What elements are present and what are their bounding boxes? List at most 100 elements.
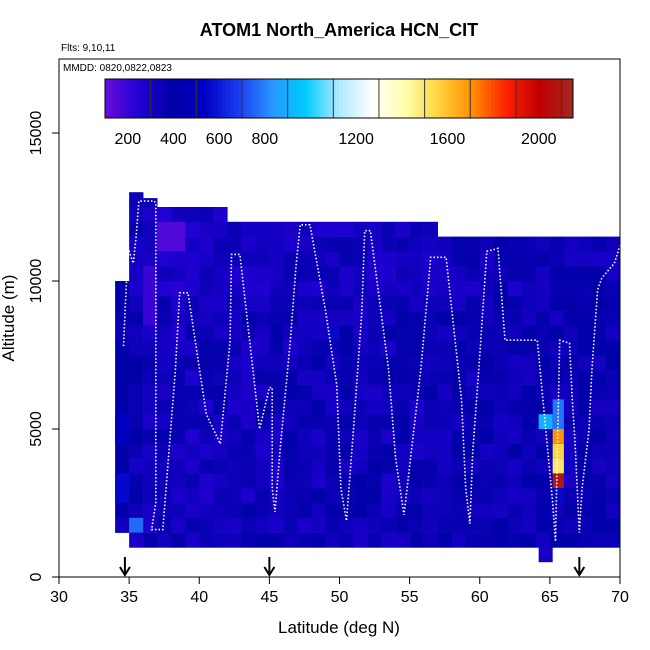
heatmap-cell [451, 310, 467, 326]
heatmap-cell [479, 355, 495, 371]
heatmap-cell [255, 340, 270, 356]
heatmap-cell [437, 236, 452, 252]
heatmap-cell [367, 399, 382, 415]
heatmap-cell [185, 443, 200, 459]
heatmap-cell [493, 458, 509, 474]
heatmap-cell [325, 310, 340, 326]
heatmap-cell [423, 281, 438, 297]
heatmap-cell [213, 443, 228, 459]
colorbar-tick-label: 1600 [430, 131, 466, 148]
heatmap-cell [255, 517, 270, 533]
heatmap-cell [171, 517, 186, 533]
heatmap-cell [171, 473, 186, 489]
heatmap-cell [143, 414, 158, 430]
heatmap-cell [255, 266, 270, 282]
heatmap-cell [381, 503, 396, 519]
heatmap-cell [129, 325, 144, 341]
colorbar-swatch [315, 79, 320, 118]
heatmap-cell [297, 458, 312, 474]
heatmap-cell [381, 429, 396, 445]
heatmap-cell [493, 325, 509, 341]
heatmap-cell [269, 369, 284, 385]
heatmap-cell [535, 295, 551, 311]
heatmap-cell [591, 281, 607, 297]
heatmap-cell [507, 236, 523, 252]
colorbar-swatch [502, 79, 508, 118]
heatmap-cell [535, 236, 551, 252]
colorbar-swatch [292, 79, 297, 118]
heatmap-cell [143, 517, 158, 533]
heatmap-cell [171, 281, 186, 297]
heatmap-cell [465, 443, 481, 459]
heatmap-cell [227, 236, 242, 252]
heatmap-cell [297, 295, 312, 311]
heatmap-cell [241, 236, 256, 252]
colorbar-swatch [179, 79, 184, 118]
heatmap-cell [115, 443, 130, 459]
heatmap-cell [339, 325, 354, 341]
heatmap-cell [297, 473, 312, 489]
heatmap-cell [465, 517, 481, 533]
heatmap-cell [381, 532, 396, 548]
heatmap-cell [591, 473, 607, 489]
heatmap-cell [409, 369, 424, 385]
heatmap-cell [325, 221, 340, 237]
heatmap-cell [549, 295, 565, 311]
heatmap-cell [255, 443, 270, 459]
heatmap-cell [171, 325, 186, 341]
heatmap-cell [129, 310, 144, 326]
heatmap-cell [199, 532, 214, 548]
heatmap-cell [381, 517, 396, 533]
heatmap-cell [283, 281, 298, 297]
heatmap-cell [269, 325, 284, 341]
heatmap-cell [507, 355, 523, 371]
colorbar-swatch [530, 79, 535, 118]
heatmap-cell [255, 414, 270, 430]
heatmap-cell [325, 488, 340, 504]
heatmap-cell [591, 503, 607, 519]
colorbar-tick-label: 800 [251, 131, 278, 148]
heatmap-cell [535, 488, 551, 504]
heatmap-cell [605, 355, 621, 371]
heatmap-cell [423, 414, 438, 430]
heatmap-cell [255, 310, 270, 326]
heatmap-cell [157, 207, 172, 223]
heatmap-cell [423, 443, 438, 459]
colorbar-swatch [171, 79, 176, 118]
heatmap-cell [269, 340, 284, 356]
heatmap-cell [255, 355, 270, 371]
heatmap-cell [451, 503, 467, 519]
y-tick-label: 0 [28, 572, 45, 581]
chart-title: ATOM1 North_America HCN_CIT [200, 20, 478, 40]
heatmap-cell [535, 369, 551, 385]
heatmap-cell [297, 488, 312, 504]
heatmap-cell [241, 281, 256, 297]
heatmap-cell [297, 414, 312, 430]
heatmap-cell [451, 414, 467, 430]
heatmap-cell [451, 458, 467, 474]
heatmap-cell [538, 547, 553, 563]
heatmap-cell [577, 503, 593, 519]
heatmap-cell [283, 414, 298, 430]
heatmap-cell [493, 384, 509, 400]
heatmap-cell [437, 266, 452, 282]
heatmap-cell [157, 266, 172, 282]
latitude-markers [119, 557, 586, 577]
heatmap-cell [115, 369, 130, 385]
heatmap-cell [367, 236, 382, 252]
heatmap-cell [409, 503, 424, 519]
colorbar-swatch [381, 79, 387, 118]
heatmap-cell [507, 414, 523, 430]
x-axis-label: Latitude (deg N) [278, 618, 400, 637]
heatmap-cell [465, 429, 481, 445]
heatmap-cell [255, 429, 270, 445]
heatmap-cell [143, 503, 158, 519]
heatmap-cell [143, 236, 158, 252]
heatmap-cell [185, 503, 200, 519]
colorbar-swatch [140, 79, 145, 118]
heatmap-cell [577, 429, 593, 445]
heatmap-cell [199, 295, 214, 311]
heatmap-cell [283, 266, 298, 282]
heatmap-cell [451, 236, 467, 252]
heatmap-cell [241, 414, 256, 430]
